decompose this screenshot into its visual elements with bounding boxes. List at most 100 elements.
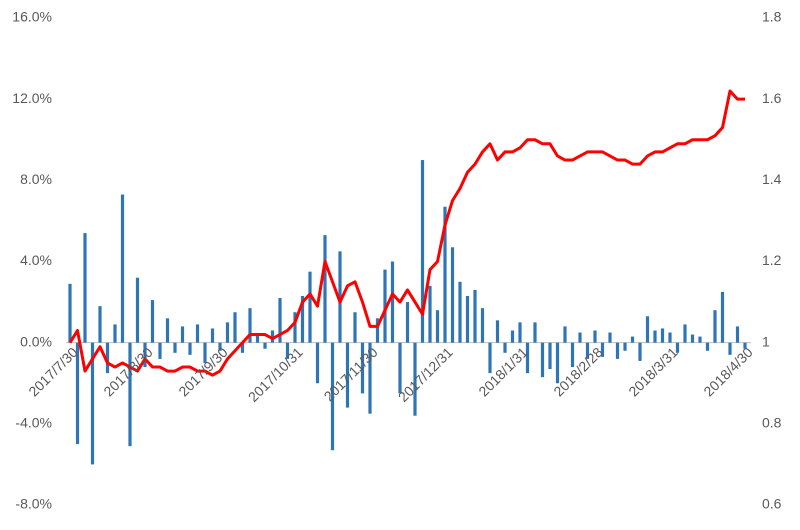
bar	[480, 308, 485, 343]
bar	[285, 342, 290, 359]
bar	[75, 342, 80, 445]
bar	[210, 328, 215, 343]
bar	[615, 342, 620, 359]
bar	[330, 342, 335, 451]
bar	[585, 342, 590, 359]
bar	[218, 342, 222, 351]
y-tick-label: 4.0%	[20, 252, 52, 268]
bar	[323, 235, 327, 343]
x-tick-label: 2018/4/30	[700, 344, 756, 400]
x-tick-label: 2018/1/31	[475, 344, 531, 400]
bar	[405, 302, 410, 343]
y2-tick-label: 1.2	[762, 252, 782, 268]
bar	[525, 342, 530, 374]
bar	[443, 206, 447, 343]
bar	[735, 326, 740, 343]
bar	[165, 318, 170, 343]
bar	[435, 310, 440, 343]
bar	[255, 334, 260, 343]
bar	[548, 342, 552, 370]
bar	[518, 322, 522, 343]
bar	[315, 342, 320, 384]
bar	[120, 194, 125, 343]
bar	[465, 295, 470, 343]
y-tick-label: 16.0%	[12, 9, 52, 25]
bar	[83, 233, 87, 343]
x-tick-label: 2017/12/31	[395, 344, 456, 405]
bar	[743, 342, 747, 349]
bar	[383, 269, 387, 343]
bar	[90, 342, 95, 465]
bar	[473, 289, 477, 343]
bar	[660, 328, 665, 343]
bar	[308, 271, 312, 343]
y2-tick-label: 1.8	[762, 9, 782, 25]
bar	[608, 332, 612, 343]
bar	[428, 285, 432, 343]
y-tick-label: 12.0%	[12, 90, 52, 106]
bar	[368, 342, 372, 414]
bar	[233, 312, 237, 343]
bar	[270, 330, 275, 343]
bar	[458, 281, 462, 343]
line	[68, 89, 745, 377]
y-tick-label: 8.0%	[20, 171, 52, 187]
x-tick-label: 2018/3/31	[625, 344, 681, 400]
bar	[390, 261, 395, 343]
bar	[173, 342, 177, 353]
bar	[68, 283, 72, 343]
y-tick-label: 0.0%	[20, 333, 52, 349]
bar	[338, 251, 342, 343]
bar	[293, 312, 297, 343]
bar	[495, 320, 500, 343]
bar	[668, 332, 672, 343]
bar	[413, 342, 417, 416]
bar	[300, 295, 305, 343]
bar	[398, 342, 402, 394]
x-tick-label: 2017/10/31	[245, 344, 306, 405]
y2-tick-label: 0.8	[762, 415, 782, 431]
bar	[278, 298, 282, 343]
y-tick-label: -8.0%	[15, 496, 52, 512]
bar	[533, 322, 537, 343]
bar	[105, 342, 110, 374]
bar	[653, 330, 657, 343]
bar	[570, 342, 575, 368]
bar	[728, 342, 732, 355]
bar	[630, 336, 635, 343]
bar	[143, 342, 147, 368]
bar	[360, 342, 365, 394]
bar	[203, 342, 207, 363]
bar	[188, 342, 192, 355]
bar	[638, 342, 642, 361]
bar	[503, 342, 507, 353]
x-tick-label: 2017/11/30	[321, 344, 381, 404]
bar	[128, 342, 132, 447]
bar	[180, 326, 185, 343]
bar	[540, 342, 545, 378]
y2-tick-label: 1.6	[762, 90, 782, 106]
bar	[488, 342, 492, 374]
bar	[698, 336, 702, 343]
bar	[248, 308, 252, 343]
bar	[225, 322, 230, 343]
y2-tick-label: 1.4	[762, 171, 782, 187]
bar	[450, 247, 455, 343]
x-tick-label: 2017/9/30	[175, 344, 231, 400]
bar	[593, 330, 597, 343]
bar	[510, 330, 515, 343]
bar	[195, 324, 200, 343]
bar	[675, 342, 680, 353]
bar	[720, 291, 725, 343]
bar	[578, 332, 582, 343]
bar	[353, 312, 357, 343]
bar	[158, 342, 162, 359]
bar	[375, 318, 380, 343]
bar	[690, 334, 695, 343]
bar	[563, 326, 567, 343]
x-tick-label: 2017/7/30	[25, 344, 81, 400]
bar	[705, 342, 710, 351]
y2-tick-label: 1	[762, 333, 770, 349]
bar	[555, 342, 560, 384]
